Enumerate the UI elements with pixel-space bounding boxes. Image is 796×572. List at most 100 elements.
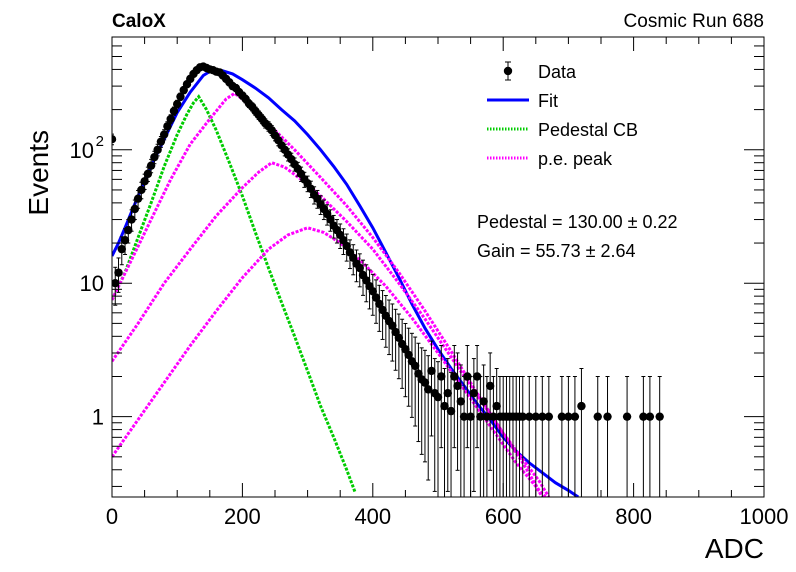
experiment-label: CaloX (112, 11, 166, 32)
y-axis-label: Events (23, 130, 54, 216)
data-point (124, 219, 133, 244)
data-marker (143, 169, 153, 179)
data-marker (593, 412, 602, 421)
x-tick-label: 1000 (740, 504, 789, 529)
data-point (525, 375, 534, 497)
data-point (485, 352, 495, 471)
legend-marker (503, 66, 513, 76)
legend-entry: Data (503, 61, 577, 82)
curve-pedestal-cb-1 (112, 94, 357, 494)
data-point (437, 344, 446, 449)
data-marker (485, 381, 495, 391)
data-marker (603, 412, 612, 421)
data-marker (437, 372, 446, 381)
legend-entry: Pedestal CB (487, 120, 638, 140)
legend-label: Fit (538, 91, 558, 111)
data-marker (127, 215, 136, 224)
data-point (531, 375, 540, 497)
data-marker (150, 152, 159, 162)
data-marker (479, 397, 488, 406)
data-point (427, 340, 436, 437)
data-point (410, 336, 420, 427)
data-marker (564, 412, 573, 421)
data-point (120, 228, 130, 255)
data-point (404, 327, 413, 407)
data-marker (133, 194, 143, 203)
x-tick-label: 200 (224, 504, 261, 529)
data-point (133, 189, 143, 209)
data-marker (368, 287, 377, 296)
data-point (655, 375, 664, 497)
data-point (492, 368, 501, 497)
data-marker (130, 204, 140, 214)
data-point (469, 358, 479, 492)
data-point (446, 371, 456, 497)
data-marker (124, 225, 133, 235)
data-marker (420, 378, 430, 387)
legend: Data Fit Pedestal CB p.e. peak (487, 61, 638, 169)
data-point (570, 375, 580, 497)
data-marker (443, 388, 452, 398)
data-marker (459, 412, 469, 421)
data-marker (446, 406, 456, 416)
data-point (114, 257, 123, 293)
data-point (424, 355, 433, 481)
data-marker (355, 263, 364, 273)
data-point (453, 352, 462, 471)
data-marker (482, 412, 492, 421)
data-point (472, 344, 482, 449)
data-marker (114, 268, 123, 277)
data-marker (166, 114, 175, 124)
data-marker (404, 350, 413, 360)
data-marker (163, 122, 172, 131)
data-point (544, 375, 554, 497)
run-label: Cosmic Run 688 (624, 11, 764, 32)
data-marker (433, 392, 443, 402)
data-marker (492, 401, 501, 411)
data-point (577, 368, 586, 497)
data-point (518, 375, 527, 497)
data-marker (538, 412, 547, 421)
data-point (450, 344, 459, 449)
x-tick-label: 600 (485, 504, 522, 529)
data-marker (140, 177, 149, 186)
legend-label: Data (538, 62, 577, 82)
data-point (163, 121, 172, 132)
data-marker (120, 236, 130, 245)
curve-fit-0 (112, 67, 580, 497)
data-marker (531, 412, 540, 421)
data-points (112, 62, 664, 497)
data-point (622, 375, 632, 497)
data-marker (137, 185, 146, 195)
data-point (603, 375, 612, 497)
data-marker (469, 388, 479, 398)
data-point (342, 233, 351, 262)
data-marker (466, 412, 475, 421)
data-marker (424, 385, 433, 394)
data-point (557, 375, 567, 497)
data-point (564, 375, 573, 497)
data-point (538, 375, 547, 497)
data-marker (557, 412, 567, 421)
data-marker (622, 412, 632, 421)
data-point (639, 375, 648, 497)
legend-entry: Fit (487, 91, 558, 111)
data-marker (173, 99, 182, 109)
legend-label: p.e. peak (538, 149, 613, 169)
curve-p-e-peak-2 (112, 91, 547, 497)
data-marker (639, 412, 648, 421)
data-point (112, 133, 117, 146)
y-tick-exponent: 2 (96, 133, 104, 150)
data-marker (655, 412, 664, 421)
data-marker (577, 401, 586, 411)
fit-result-gain: Gain = 55.73 ± 2.64 (477, 241, 636, 261)
data-marker (472, 372, 482, 381)
data-marker (342, 241, 351, 251)
data-marker (570, 412, 580, 421)
y-tick-label: 10 (70, 138, 94, 163)
data-marker (176, 92, 185, 101)
data-marker (525, 412, 534, 421)
data-point (645, 375, 655, 497)
